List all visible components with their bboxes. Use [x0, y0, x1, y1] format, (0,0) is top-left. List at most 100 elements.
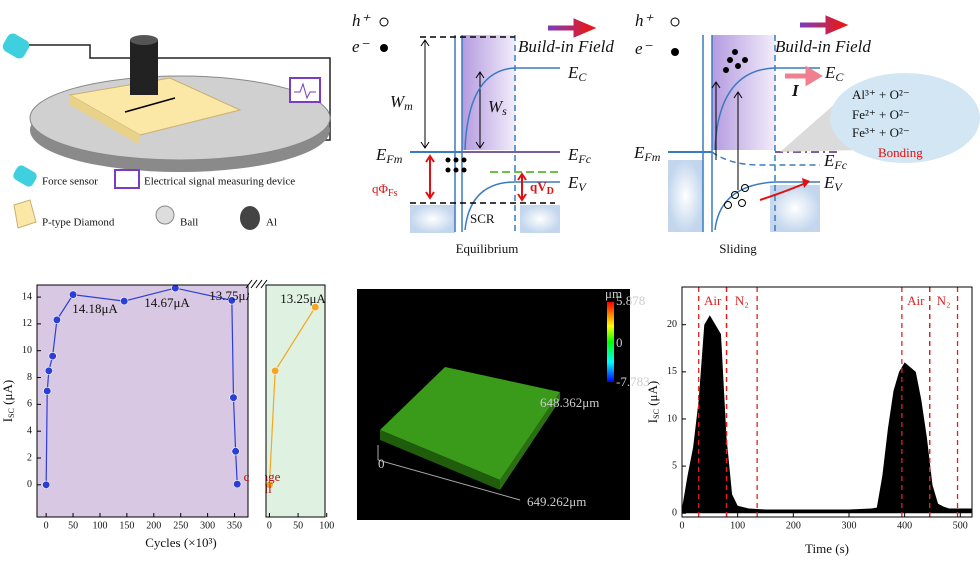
x-tick-label: 300: [841, 520, 856, 531]
energy-label: EFm: [375, 145, 403, 166]
y-axis-label: ISC (μA): [645, 381, 661, 423]
break-mark: [245, 279, 258, 289]
break-mark: [255, 279, 268, 289]
point: [229, 393, 238, 402]
point: [227, 296, 236, 305]
band-diagram-equilibrium: h⁺ e⁻ Build-in Field EC Wm Ws EFm EFc EV…: [352, 11, 614, 256]
region-label: N₂: [735, 293, 749, 308]
colorbar-label: 0: [616, 335, 623, 350]
axis-break: [249, 282, 265, 522]
y-tick-label: 8: [27, 372, 32, 383]
x-tick-label: 50: [293, 520, 303, 531]
barrier-label: qΦFs: [372, 181, 398, 199]
legend-text: Electrical signal measuring device: [144, 176, 295, 188]
y-tick-label: 6: [27, 399, 32, 410]
point: [171, 283, 180, 293]
x-tick-label: 100: [730, 520, 745, 531]
annotation: 13.25μA: [280, 291, 326, 306]
energy-label: Ws: [488, 97, 507, 118]
surface-image: μm 5.878 0 -7.783 648.362μm 649.262μm 0: [357, 286, 650, 520]
region-label: Air: [907, 293, 925, 308]
legend-text: Al: [266, 217, 277, 229]
legend-text: Force sensor: [42, 176, 98, 188]
dimension-label: 648.362μm: [540, 395, 599, 410]
energy-label: EC: [567, 63, 587, 84]
energy-label: EV: [823, 173, 843, 194]
x-tick-label: 250: [173, 520, 188, 531]
colorbar-label: -7.783: [616, 374, 650, 389]
y-tick-label: 2: [27, 452, 32, 463]
x-axis-label: Cycles (×10³): [145, 535, 217, 550]
y-tick-label: 12: [22, 318, 32, 329]
energy-label: Wm: [390, 92, 413, 113]
inset-text: Fe³⁺ + O²⁻: [852, 125, 910, 140]
point: [52, 315, 62, 324]
x-tick-label: 500: [953, 520, 968, 531]
y-tick-label: 0: [672, 508, 677, 519]
plot-frame: [36, 284, 249, 518]
y-axis-label-rest: (μA): [0, 380, 15, 408]
barrier-label: qVD: [530, 179, 554, 197]
x-tick-label: 0: [680, 520, 685, 531]
y-axis-label-rest: (μA): [645, 381, 660, 409]
colorbar-unit: μm: [605, 286, 622, 301]
dimension-label: 649.262μm: [527, 494, 586, 509]
point: [233, 480, 242, 489]
y-axis-label-sub: SC: [652, 409, 661, 419]
y-tick-label: 4: [27, 425, 32, 436]
field-label: Build-in Field: [518, 37, 614, 56]
inset-text: Fe²⁺ + O²⁻: [852, 107, 910, 122]
x-tick-label: 100: [92, 520, 107, 531]
point: [42, 480, 51, 489]
inset-text: Al³⁺ + O²⁻: [852, 87, 910, 102]
point: [311, 303, 320, 312]
schematic: Force sensor Electrical signal measuring…: [2, 33, 331, 230]
x-tick-label: 200: [146, 520, 161, 531]
hole-label: h⁺: [352, 11, 372, 30]
current-label: I: [791, 81, 800, 100]
caption: Equilibrium: [456, 241, 519, 256]
area: [682, 315, 972, 514]
x-tick-label: 400: [897, 520, 912, 531]
point: [68, 290, 78, 299]
point: [231, 447, 240, 456]
plot-frame: [681, 286, 973, 518]
point: [43, 386, 52, 396]
x-tick-label: 0: [44, 520, 49, 531]
x-tick-label: 200: [786, 520, 801, 531]
legend-text: P-type Diamond: [42, 217, 115, 229]
y-axis-label-sub: SC: [7, 408, 16, 418]
field-label: Build-in Field: [775, 37, 871, 56]
electron-label: e⁻: [352, 37, 371, 56]
y-tick-label: 5: [672, 460, 677, 471]
x-tick-label: 100: [319, 520, 334, 531]
x-tick-label: 150: [119, 520, 134, 531]
energy-label: EFc: [567, 145, 592, 166]
origin-label: 0: [378, 456, 385, 471]
y-axis-label-main: I: [0, 418, 15, 422]
x-tick-label: 0: [267, 520, 272, 531]
point: [271, 366, 280, 375]
plot-background: [37, 285, 248, 517]
y-tick-label: 20: [667, 319, 677, 330]
y-tick-label: 15: [667, 366, 677, 377]
x-tick-label: 350: [227, 520, 242, 531]
region-label: Air: [704, 293, 722, 308]
scr-label: SCR: [470, 211, 495, 226]
y-tick-label: 10: [22, 345, 32, 356]
x-tick-label: 300: [200, 520, 215, 531]
y-axis-label: ISC (μA): [0, 380, 16, 422]
inset-text: Bonding: [878, 145, 923, 160]
region-label: N₂: [937, 293, 951, 308]
plot-frame: [265, 284, 326, 518]
plot-background: [266, 285, 325, 517]
energy-label: EV: [567, 173, 587, 194]
caption: Sliding: [719, 241, 757, 256]
point: [120, 296, 129, 306]
legend-text: Ball: [180, 217, 198, 229]
point: [44, 366, 53, 375]
band-diagram-sliding: h⁺ e⁻ Build-in Field EC I EFm EFc EV Sli…: [633, 11, 980, 256]
annotation: 13.75μA: [209, 288, 255, 303]
y-axis-label-main: I: [645, 419, 660, 423]
